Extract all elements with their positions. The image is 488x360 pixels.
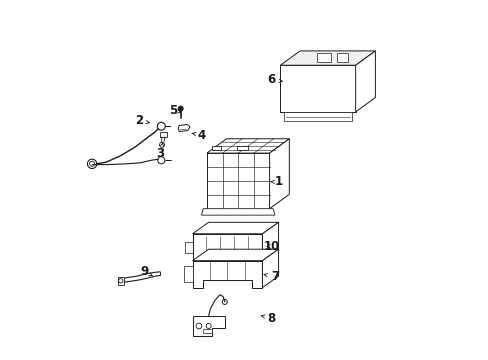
Polygon shape bbox=[192, 261, 262, 288]
Polygon shape bbox=[280, 51, 375, 65]
Polygon shape bbox=[192, 222, 278, 234]
Polygon shape bbox=[183, 266, 192, 282]
Text: 4: 4 bbox=[191, 129, 205, 142]
Polygon shape bbox=[206, 139, 289, 153]
Text: 2: 2 bbox=[134, 114, 149, 127]
Bar bbox=[237, 146, 247, 150]
Bar bbox=[203, 329, 212, 333]
Polygon shape bbox=[355, 51, 375, 112]
Polygon shape bbox=[280, 65, 355, 112]
Text: 6: 6 bbox=[267, 73, 282, 86]
Bar bbox=[212, 146, 221, 150]
Bar bbox=[316, 53, 330, 62]
Polygon shape bbox=[201, 209, 274, 215]
Polygon shape bbox=[192, 249, 278, 261]
Text: 8: 8 bbox=[261, 311, 275, 325]
Bar bbox=[336, 53, 347, 62]
Text: 3: 3 bbox=[156, 143, 164, 159]
Polygon shape bbox=[284, 112, 351, 121]
Bar bbox=[160, 132, 167, 137]
Polygon shape bbox=[269, 139, 289, 209]
Circle shape bbox=[178, 106, 183, 111]
Text: 7: 7 bbox=[264, 270, 279, 283]
Polygon shape bbox=[262, 222, 278, 261]
Bar bbox=[118, 277, 123, 285]
Polygon shape bbox=[192, 234, 262, 261]
Text: 10: 10 bbox=[263, 240, 279, 253]
Polygon shape bbox=[262, 249, 278, 288]
Text: 1: 1 bbox=[271, 175, 282, 188]
Text: 9: 9 bbox=[140, 265, 152, 278]
Polygon shape bbox=[206, 153, 269, 209]
Polygon shape bbox=[192, 316, 224, 336]
Text: 5: 5 bbox=[168, 104, 181, 117]
Polygon shape bbox=[178, 125, 190, 132]
